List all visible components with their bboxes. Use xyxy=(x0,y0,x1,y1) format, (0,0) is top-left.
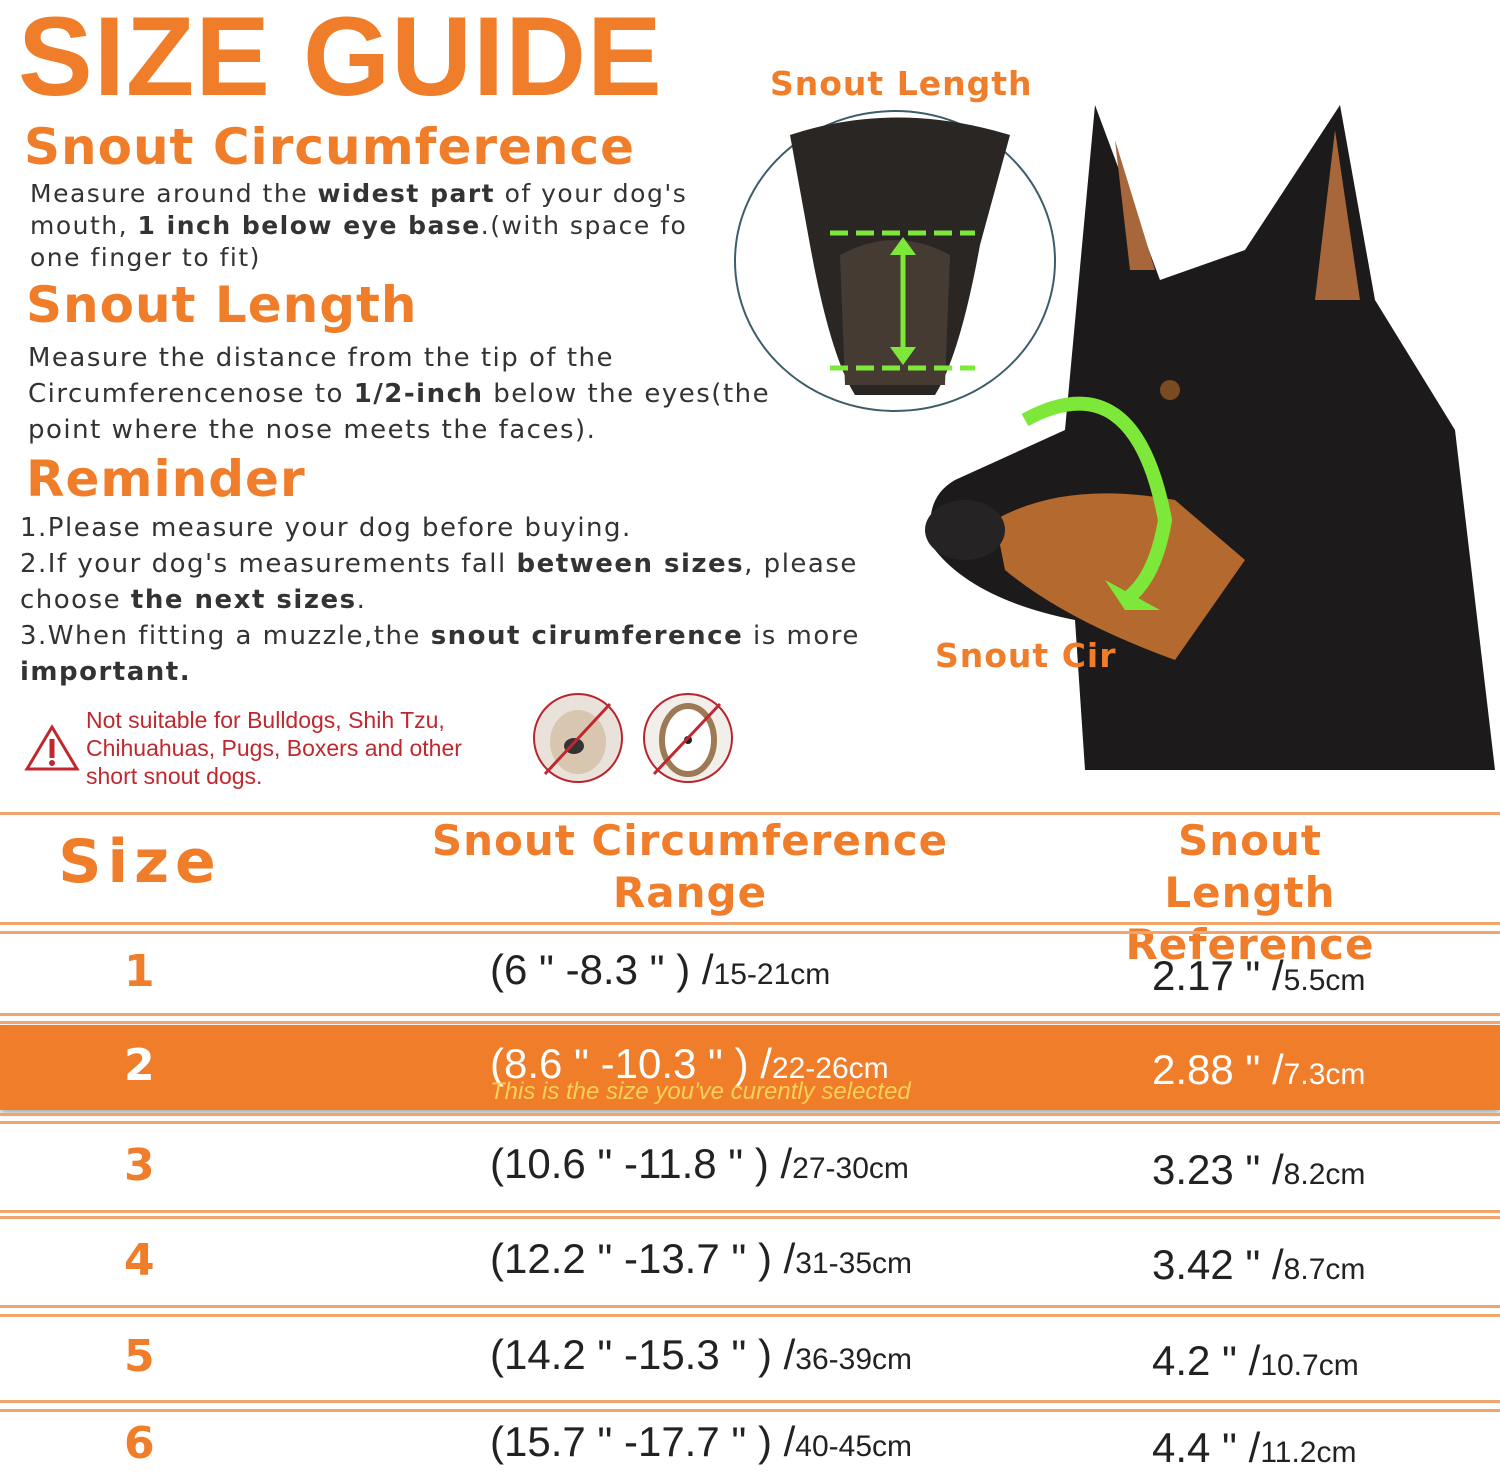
table-row[interactable]: 5 (14.2 " -15.3 " ) /36-39cm 4.2 " /10.7… xyxy=(0,1318,1500,1400)
warning-icon xyxy=(24,724,80,771)
circumference-cell: (6 " -8.3 " ) /15-21cm xyxy=(490,946,831,993)
size-cell: 2 xyxy=(124,1039,155,1091)
row-divider xyxy=(0,1013,1500,1016)
circumference-cell: (10.6 " -11.8 " ) /27-30cm xyxy=(490,1139,909,1187)
shih-tzu-prohibited-icon xyxy=(643,693,733,783)
circumference-cell: (8.6 " -10.3 " ) /22-26cm xyxy=(490,1039,889,1087)
snout-length-photo-label: Snout Length xyxy=(770,64,1033,103)
snout-cir-photo-label: Snout Cir xyxy=(935,636,1117,675)
page-title: SIZE GUIDE xyxy=(18,0,663,119)
length-cell: 2.88 " /7.3cm xyxy=(1152,1045,1366,1093)
header-circumference: Snout Circumference Range xyxy=(431,816,949,917)
table-row[interactable]: 6 (15.7 " -17.7 " ) /40-45cm 4.4 " /11.2… xyxy=(0,1413,1500,1478)
row-divider xyxy=(0,1305,1500,1308)
row-divider xyxy=(0,931,1500,934)
header-length: Snout Length Reference xyxy=(1125,816,1375,969)
snout-length-closeup-photo xyxy=(734,110,1056,412)
row-divider xyxy=(0,1409,1500,1412)
length-cell: 4.2 " /10.7cm xyxy=(1152,1337,1359,1384)
unsuitable-breeds-icons xyxy=(533,693,733,783)
size-cell: 6 xyxy=(124,1417,155,1469)
row-divider xyxy=(0,1021,1500,1024)
length-heading: Snout Length xyxy=(26,276,418,334)
reminder-heading: Reminder xyxy=(26,450,306,508)
row-divider xyxy=(0,1210,1500,1213)
size-cell: 5 xyxy=(124,1331,155,1382)
bulldog-prohibited-icon xyxy=(533,693,623,783)
row-divider xyxy=(0,1216,1500,1219)
row-divider xyxy=(0,1121,1500,1124)
warning-text: Not suitable for Bulldogs, Shih Tzu, Chi… xyxy=(86,707,462,789)
length-cell: 3.23 " /8.2cm xyxy=(1152,1145,1366,1193)
row-divider xyxy=(0,922,1500,925)
row-divider xyxy=(0,1400,1500,1403)
circumference-text: Measure around the widest part of your d… xyxy=(30,179,688,272)
table-row[interactable]: 3 (10.6 " -11.8 " ) /27-30cm 3.23 " /8.2… xyxy=(0,1125,1500,1210)
circumference-cell: (14.2 " -15.3 " ) /36-39cm xyxy=(490,1331,912,1378)
size-cell: 4 xyxy=(124,1234,155,1286)
size-cell: 1 xyxy=(124,946,155,997)
circumference-cell: (12.2 " -13.7 " ) /31-35cm xyxy=(490,1234,912,1282)
size-cell: 3 xyxy=(124,1139,155,1191)
length-text: Measure the distance from the tip of the… xyxy=(28,343,771,445)
length-cell: 4.4 " /11.2cm xyxy=(1152,1423,1357,1471)
table-row[interactable]: 1 (6 " -8.3 " ) /15-21cm 2.17 " /5.5cm xyxy=(0,935,1500,1013)
table-row[interactable]: 4 (12.2 " -13.7 " ) /31-35cm 3.42 " /8.7… xyxy=(0,1220,1500,1305)
circumference-cell: (15.7 " -17.7 " ) /40-45cm xyxy=(490,1417,912,1465)
selected-size-note: This is the size you've curently selecte… xyxy=(490,1078,911,1105)
length-cell: 3.42 " /8.7cm xyxy=(1152,1240,1366,1288)
row-divider xyxy=(0,1113,1500,1116)
row-divider xyxy=(0,1314,1500,1317)
length-cell: 2.17 " /5.5cm xyxy=(1152,952,1366,999)
doberman-photo xyxy=(925,105,1495,770)
header-size: Size xyxy=(58,827,222,897)
table-row[interactable]: 2 (8.6 " -10.3 " ) /22-26cm 2.88 " /7.3c… xyxy=(0,1025,1500,1110)
circumference-heading: Snout Circumference xyxy=(24,118,636,176)
reminder-list: 1.Please measure your dog before buying.… xyxy=(20,513,860,687)
